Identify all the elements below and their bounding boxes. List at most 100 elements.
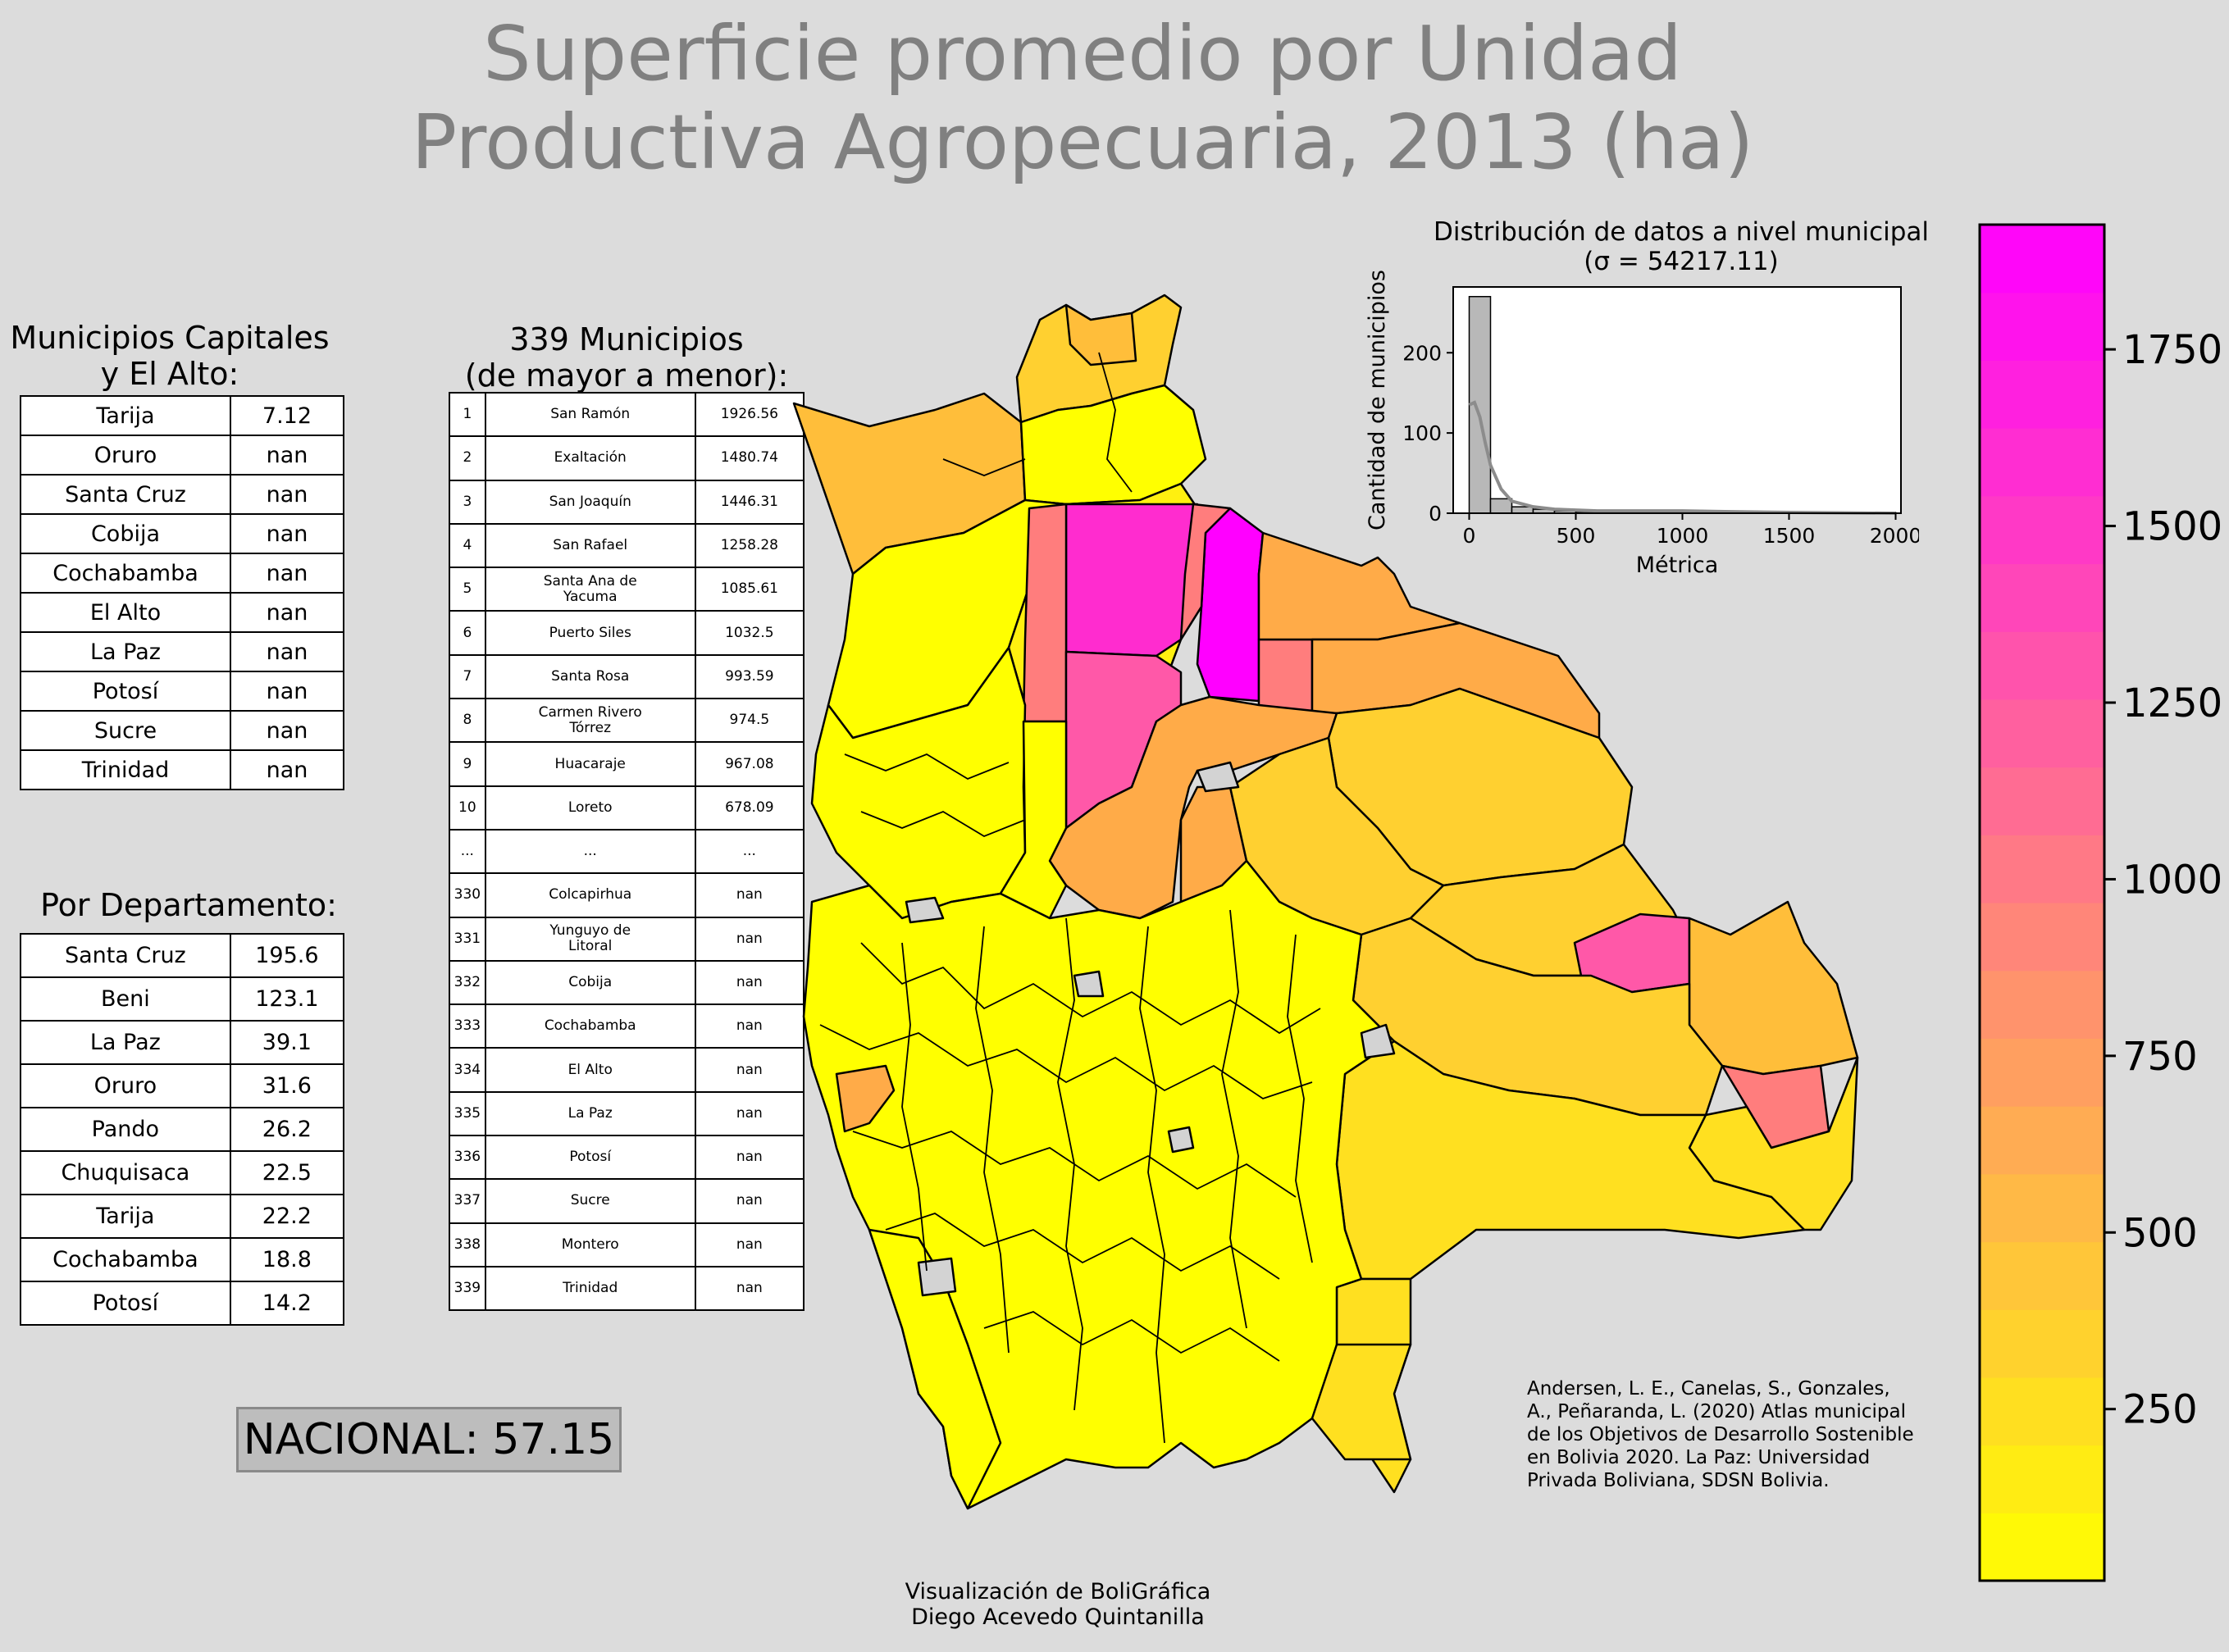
municipios-cell-value: nan bbox=[694, 959, 805, 1006]
municipios-cell-rank: 336 bbox=[449, 1135, 486, 1181]
colorbar-segment bbox=[1980, 767, 2104, 835]
municipios-cell-rank: 4 bbox=[449, 522, 486, 569]
title-line-1: Superficie promedio por Unidad bbox=[483, 10, 1682, 98]
map-municipal-borders-12 bbox=[844, 753, 1010, 780]
departamentos-row: La Paz 39.1 bbox=[20, 1020, 345, 1065]
map-region-nodata-2 bbox=[905, 896, 945, 924]
municipios-cell-value: 1480.74 bbox=[694, 435, 805, 481]
map-municipal-borders-9 bbox=[1139, 926, 1165, 1444]
municipios-row: 338 Montero nan bbox=[449, 1222, 805, 1267]
colorbar-tick-label: 1250 bbox=[2122, 680, 2222, 726]
municipios-row: 335 La Paz nan bbox=[449, 1090, 805, 1137]
colorbar-frame bbox=[1978, 223, 2106, 1582]
municipios-cell-rank: 333 bbox=[449, 1003, 486, 1049]
municipios-table: 1 San Ramón 1926.56 2 Exaltación 1480.74 3 San … bbox=[449, 391, 805, 1312]
map-region-san-ramon bbox=[1196, 507, 1265, 703]
municipios-cell-name: San Joaquín bbox=[484, 479, 696, 525]
histogram-title: Distribución de datos a nivel municipal … bbox=[1411, 217, 1952, 276]
municipios-cell-rank: 332 bbox=[449, 959, 486, 1006]
citation-line-3: de los Objetivos de Desarrollo Sostenibl… bbox=[1527, 1424, 1914, 1445]
municipios-cell-value: nan bbox=[694, 1265, 805, 1312]
municipios-cell-name: Puerto Siles bbox=[484, 610, 696, 656]
colorbar-tick-label: 1750 bbox=[2122, 327, 2222, 373]
municipios-heading-line-1: 339 Municipios bbox=[509, 321, 744, 357]
departamentos-row: Oruro 31.6 bbox=[20, 1063, 345, 1108]
departamentos-row: Potosí 14.2 bbox=[20, 1281, 345, 1326]
municipios-cell-value: 974.5 bbox=[694, 698, 805, 744]
municipios-cell-rank: 6 bbox=[449, 610, 486, 656]
histogram-title-line-2: (σ = 54217.11) bbox=[1584, 247, 1779, 276]
departamentos-cell-name: Pando bbox=[20, 1107, 231, 1152]
municipios-cell-name: Yunguyo de Litoral bbox=[484, 916, 696, 962]
capitales-cell-name: Potosí bbox=[20, 671, 231, 712]
map-region-nodata-3 bbox=[1073, 970, 1105, 998]
citation-line-5: Privada Boliviana, SDSN Bolivia. bbox=[1527, 1470, 1830, 1491]
capitales-cell-value: nan bbox=[229, 749, 345, 790]
municipios-cell-name: El Alto bbox=[484, 1047, 696, 1093]
departamentos-row: Santa Cruz 195.6 bbox=[20, 933, 345, 978]
municipios-row: 332 Cobija nan bbox=[449, 959, 805, 1006]
municipios-cell-value: nan bbox=[694, 1047, 805, 1093]
map-region-tarija-east bbox=[1311, 1343, 1412, 1461]
capitales-cell-value: nan bbox=[229, 435, 345, 476]
municipios-cell-rank: 339 bbox=[449, 1265, 486, 1312]
municipios-cell-rank: 334 bbox=[449, 1047, 486, 1093]
map-municipal-borders-4 bbox=[885, 1213, 1280, 1280]
municipios-row: 6 Puerto Siles 1032.5 bbox=[449, 610, 805, 656]
colorbar-segment bbox=[1980, 631, 2104, 700]
citation-line-4: en Bolivia 2020. La Paz: Universidad bbox=[1527, 1447, 1871, 1468]
page-title: Superficie promedio por Unidad Productiv… bbox=[0, 10, 2165, 187]
municipios-cell-name: San Ramón bbox=[484, 391, 696, 438]
capitales-row: Oruro nan bbox=[20, 435, 345, 476]
capitales-row: Sucre nan bbox=[20, 710, 345, 751]
departamentos-table: Santa Cruz 195.6 Beni 123.1 La Paz 39.1 Oruro 3… bbox=[20, 933, 345, 1326]
map-municipal-borders-10 bbox=[1221, 909, 1247, 1329]
municipios-cell-value: nan bbox=[694, 1090, 805, 1137]
departamentos-row: Tarija 22.2 bbox=[20, 1194, 345, 1239]
departamentos-row: Beni 123.1 bbox=[20, 976, 345, 1022]
histogram-title-line-1: Distribución de datos a nivel municipal bbox=[1433, 217, 1930, 247]
colorbar-segment bbox=[1980, 360, 2104, 429]
municipios-cell-value: 1926.56 bbox=[694, 391, 805, 438]
municipios-row: 330 Colcapirhua nan bbox=[449, 872, 805, 918]
capitales-cell-name: Cochabamba bbox=[20, 553, 231, 594]
municipios-cell-rank: 5 bbox=[449, 567, 486, 612]
municipios-row: 5 Santa Ana de Yacuma 1085.61 bbox=[449, 567, 805, 612]
capitales-heading: Municipios Capitales y El Alto: bbox=[0, 320, 340, 392]
municipios-row: 331 Yunguyo de Litoral nan bbox=[449, 916, 805, 962]
municipios-heading: 339 Municipios (de mayor a menor): bbox=[438, 321, 815, 394]
map-region-nodata-6 bbox=[917, 1257, 957, 1297]
colorbar-tick-label: 500 bbox=[2122, 1210, 2198, 1256]
colorbar-segment bbox=[1980, 225, 2104, 294]
municipios-cell-rank: 3 bbox=[449, 479, 486, 525]
municipios-row: 333 Cochabamba nan bbox=[449, 1003, 805, 1049]
departamentos-cell-value: 39.1 bbox=[229, 1020, 345, 1065]
municipios-cell-value: 1258.28 bbox=[694, 522, 805, 569]
credit-line-1: Visualización de BoliGráfica bbox=[905, 1579, 1211, 1604]
capitales-cell-name: La Paz bbox=[20, 631, 231, 672]
municipios-cell-rank: 330 bbox=[449, 872, 486, 918]
title-line-2: Productiva Agropecuaria, 2013 (ha) bbox=[411, 98, 1754, 186]
colorbar-segment bbox=[1980, 699, 2104, 768]
histogram-y-tick-label: 0 bbox=[1429, 502, 1442, 526]
municipios-cell-value: 993.59 bbox=[694, 653, 805, 700]
departamentos-row: Chuquisaca 22.5 bbox=[20, 1150, 345, 1195]
map-municipal-borders-5 bbox=[983, 1311, 1280, 1362]
histogram-x-tick-label: 2000 bbox=[1870, 524, 1919, 548]
municipios-cell-rank: ... bbox=[449, 828, 486, 875]
capitales-row: Cochabamba nan bbox=[20, 553, 345, 594]
departamentos-cell-name: Potosí bbox=[20, 1281, 231, 1326]
municipios-row: 334 El Alto nan bbox=[449, 1047, 805, 1093]
municipios-cell-name: La Paz bbox=[484, 1090, 696, 1137]
colorbar-segment bbox=[1980, 1309, 2104, 1378]
histogram-x-tick-label: 500 bbox=[1557, 524, 1596, 548]
map-region-salmon-mid bbox=[1179, 503, 1232, 641]
map-municipal-borders-8 bbox=[1057, 917, 1083, 1411]
departamentos-cell-name: La Paz bbox=[20, 1020, 231, 1065]
capitales-table: Tarija 7.12 Oruro nan Santa Cruz nan Cobija nan… bbox=[20, 395, 345, 790]
map-region-nodata-5 bbox=[1360, 1023, 1396, 1059]
municipios-row: 9 Huacaraje 967.08 bbox=[449, 741, 805, 787]
municipios-cell-rank: 1 bbox=[449, 391, 486, 438]
citation-line-2: A., Peñaranda, L. (2020) Atlas municipal bbox=[1527, 1401, 1906, 1422]
map-region-central-altiplano bbox=[802, 859, 1396, 1510]
